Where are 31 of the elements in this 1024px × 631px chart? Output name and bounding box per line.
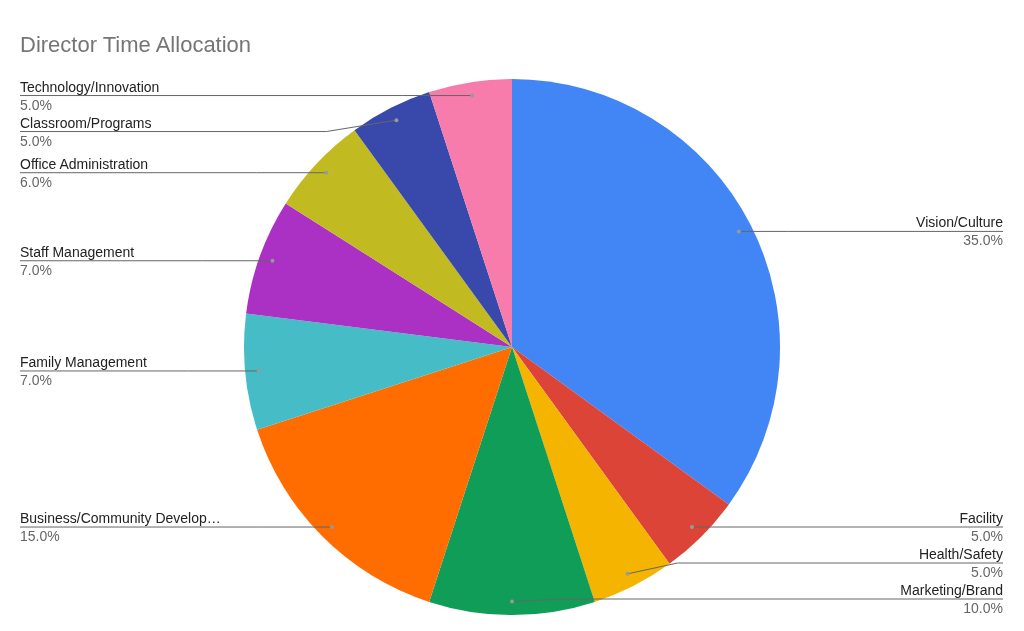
slice-label: Office Administration bbox=[20, 155, 149, 172]
slice-label: Family Management bbox=[20, 353, 147, 370]
pie-slice bbox=[512, 347, 729, 564]
data-label: 5.0% bbox=[971, 564, 1003, 580]
slice-label: Technology/Innovation bbox=[20, 78, 160, 95]
pie-slice bbox=[246, 203, 512, 347]
slice-label: Business/Community Develop… bbox=[20, 510, 221, 527]
data-label: 6.0% bbox=[20, 173, 52, 190]
pie-slice bbox=[429, 347, 595, 615]
pie-slice bbox=[354, 92, 512, 347]
pie-slice bbox=[512, 79, 780, 505]
slice-label: Health/Safety bbox=[918, 546, 1003, 562]
data-label: 7.0% bbox=[20, 371, 52, 388]
data-label: 10.0% bbox=[963, 600, 1003, 616]
pie-slice bbox=[512, 347, 670, 602]
slice-label: Classroom/Programs bbox=[20, 114, 152, 131]
pie-slice bbox=[429, 79, 512, 347]
slice-label: Staff Management bbox=[20, 243, 135, 260]
data-label: 35.0% bbox=[963, 232, 1003, 249]
slice-label: Vision/Culture bbox=[916, 214, 1004, 231]
data-label: 15.0% bbox=[20, 528, 60, 545]
slice-label: Facility bbox=[959, 510, 1003, 526]
pie-slice bbox=[257, 347, 512, 602]
data-label: 5.0% bbox=[971, 528, 1003, 544]
chart-title: Director Time Allocation bbox=[20, 32, 252, 57]
data-label: 7.0% bbox=[20, 261, 52, 278]
pie-slice bbox=[244, 313, 512, 430]
slice-label: Marketing/Brand bbox=[900, 582, 1003, 598]
pie-slice bbox=[285, 130, 512, 347]
data-label: 5.0% bbox=[20, 132, 52, 149]
data-label: 5.0% bbox=[20, 96, 52, 113]
